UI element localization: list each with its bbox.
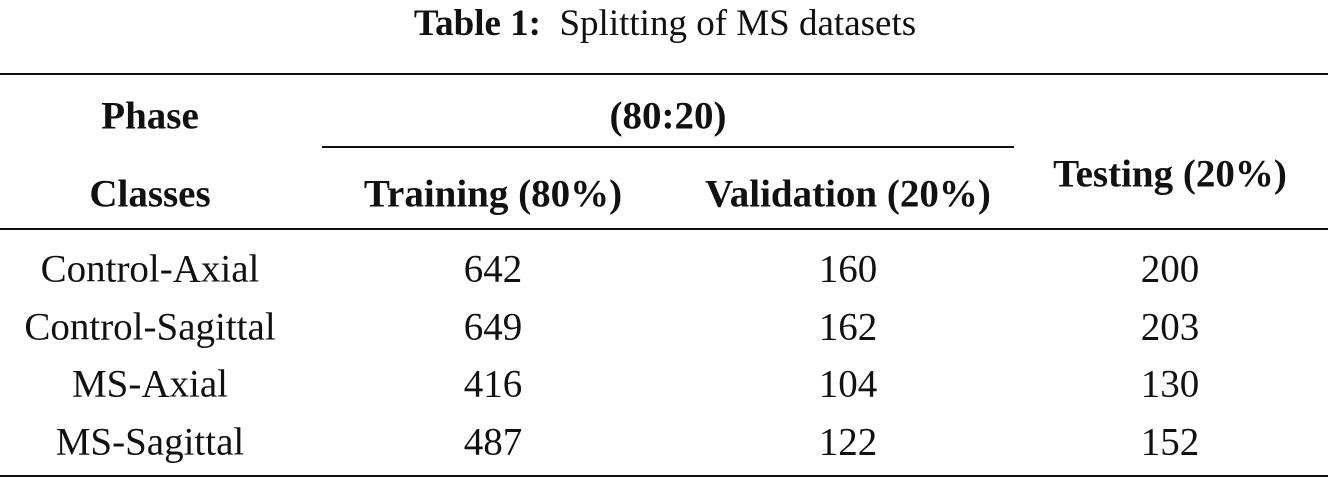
top-rule: [0, 73, 1328, 75]
cell: 122: [818, 420, 878, 463]
caption-text: Splitting of MS datasets: [559, 3, 917, 44]
cell: 104: [818, 362, 878, 406]
cell: 160: [818, 247, 878, 291]
cell: 203: [1140, 305, 1200, 348]
cell: 130: [1140, 362, 1200, 406]
row-label: Control-Sagittal: [24, 305, 276, 348]
row-label: MS-Axial: [72, 362, 228, 406]
header-cell: Training (80%): [363, 172, 623, 216]
cell: 162: [818, 305, 878, 348]
header-cell: Classes: [89, 172, 211, 216]
header-cell: Phase: [101, 94, 199, 138]
table-caption: Table 1: Splitting of MS datasets: [0, 2, 1330, 45]
header-cell: Validation (20%): [705, 172, 991, 216]
bottom-rule: [0, 475, 1328, 477]
cell: 152: [1140, 420, 1200, 463]
header-rule: [0, 228, 1328, 230]
header-cell: Testing (20%): [1053, 152, 1287, 196]
group-rule: [322, 146, 1014, 148]
cell: 487: [463, 420, 523, 463]
row-label: Control-Axial: [40, 247, 260, 291]
row-label: MS-Sagittal: [55, 420, 245, 463]
cell: 649: [463, 305, 523, 348]
caption-label: Table 1:: [413, 3, 541, 44]
cell: 642: [463, 247, 523, 291]
cell: 200: [1140, 247, 1200, 291]
cell: 416: [463, 362, 523, 406]
header-cell: (80:20): [609, 94, 727, 138]
